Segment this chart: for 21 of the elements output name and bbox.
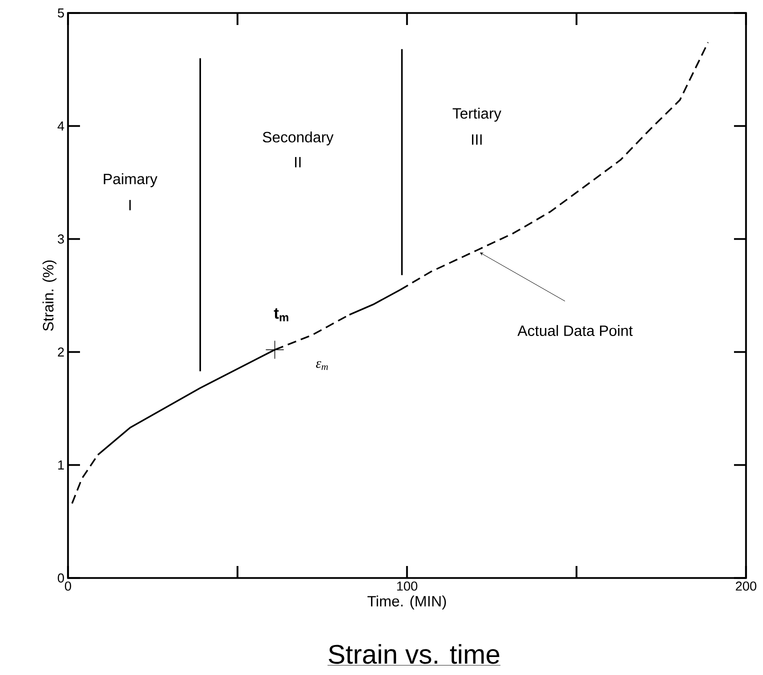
annotation: III bbox=[472, 134, 482, 145]
x-tick-label: 200 bbox=[736, 582, 756, 591]
annotation: Tertiary bbox=[452, 108, 502, 122]
x-tick-label: 100 bbox=[397, 582, 418, 591]
annotation: II bbox=[295, 157, 301, 168]
y-tick-label: 1 bbox=[58, 460, 64, 470]
annotation: I bbox=[129, 200, 131, 210]
y-tick-label: 0 bbox=[58, 573, 64, 583]
y-tick-label: 4 bbox=[58, 122, 64, 130]
text: Strain vs. time bbox=[328, 644, 500, 664]
annotation: t$_{m}$ bbox=[274, 308, 288, 322]
y-tick-label: 3 bbox=[58, 234, 64, 244]
annotation: ε$_{m}$ bbox=[316, 361, 328, 370]
x-axis-title: Time. (MIN) bbox=[367, 596, 446, 610]
annotation: Actual Data Point bbox=[517, 325, 633, 336]
x-tick-label: 0 bbox=[64, 582, 72, 591]
y-tick-label: 5 bbox=[58, 8, 64, 18]
y-axis-title: Strain. (%) bbox=[42, 260, 56, 331]
annotation: Paimary bbox=[104, 173, 158, 188]
annotation: Secondary bbox=[262, 131, 334, 146]
y-tick-label: 2 bbox=[58, 347, 64, 357]
